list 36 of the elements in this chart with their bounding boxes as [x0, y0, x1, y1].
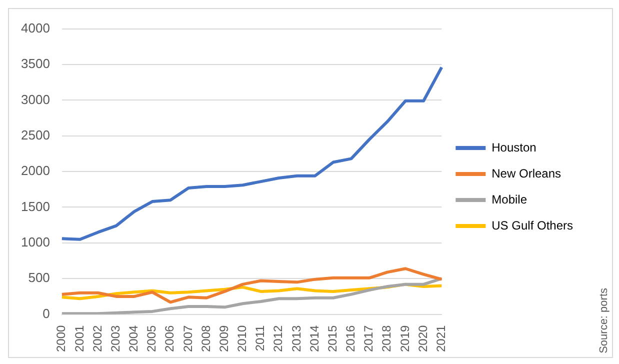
x-tick-label: 2004 [126, 324, 141, 352]
x-tick-label: 2013 [289, 324, 304, 352]
x-tick-label: 2012 [271, 324, 286, 352]
legend-label: Mobile [492, 192, 528, 206]
legend-label: US Gulf Others [492, 218, 573, 232]
x-tick-label: 2015 [325, 324, 340, 352]
x-tick-label: 2000 [54, 324, 68, 352]
y-tick-label: 3000 [21, 92, 50, 107]
x-tick-label: 2001 [72, 324, 86, 352]
y-tick-label: 0 [42, 306, 50, 321]
x-tick-label: 2007 [180, 324, 195, 352]
x-tick-label: 2020 [416, 324, 430, 352]
x-tick-label: 2021 [434, 324, 448, 352]
x-tick-label: 2002 [90, 324, 104, 352]
x-tick-label: 2003 [108, 324, 122, 352]
y-tick-label: 1000 [21, 234, 50, 250]
x-tick-label: 2014 [307, 324, 322, 352]
legend-label: New Orleans [492, 166, 561, 180]
y-tick-label: 2000 [21, 163, 50, 178]
x-tick-label: 2017 [362, 324, 376, 352]
legend-label: Houston [492, 140, 536, 154]
y-tick-label: 2500 [21, 127, 50, 142]
x-tick-label: 2005 [144, 324, 159, 352]
x-tick-label: 2006 [162, 324, 177, 352]
x-tick-label: 2010 [235, 324, 250, 352]
x-tick-label: 2011 [253, 324, 268, 352]
x-tick-label: 2019 [398, 324, 412, 352]
y-tick-label: 3500 [21, 56, 50, 72]
source-note: Source: ports [598, 288, 610, 353]
y-tick-label: 500 [28, 270, 50, 286]
x-tick-label: 2016 [344, 324, 358, 352]
x-tick-label: 2008 [198, 324, 213, 352]
y-tick-label: 4000 [21, 20, 50, 36]
x-tick-label: 2018 [380, 324, 394, 352]
y-tick-label: 1500 [21, 198, 50, 214]
x-tick-label: 2009 [216, 324, 231, 352]
